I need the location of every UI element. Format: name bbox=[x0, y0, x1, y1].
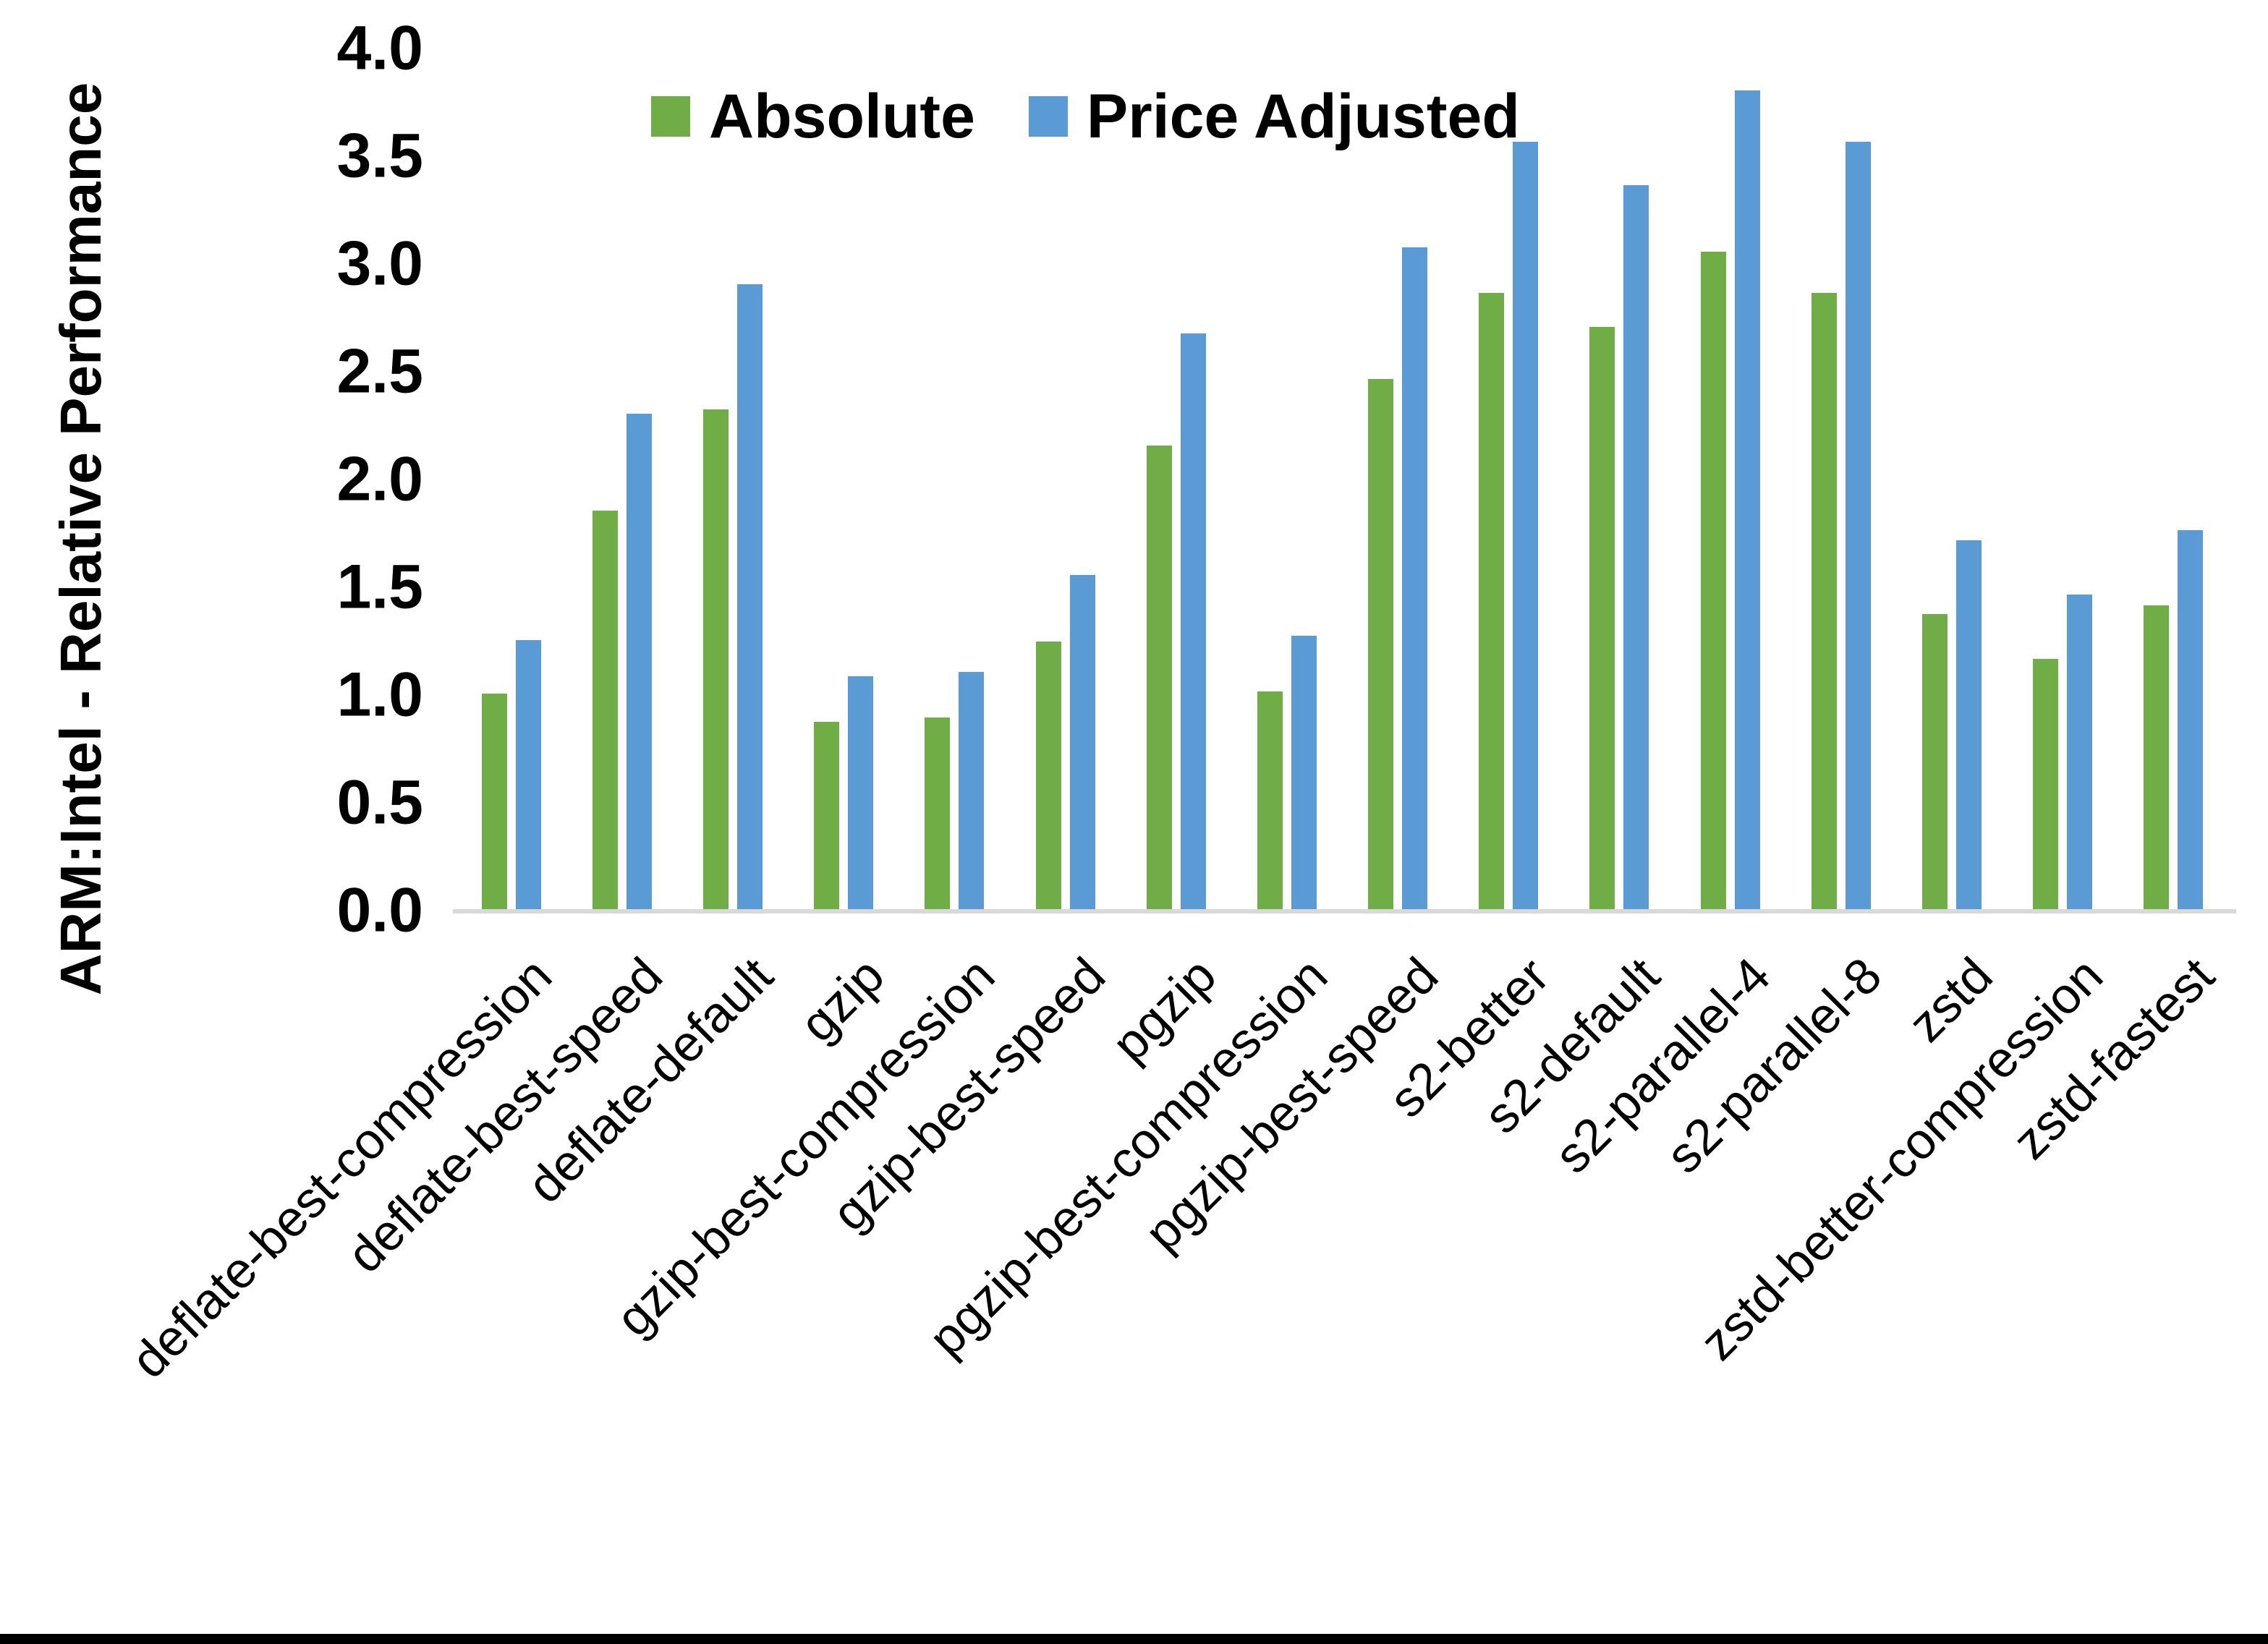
bar-group bbox=[2118, 49, 2229, 909]
bar-group bbox=[1564, 49, 1675, 909]
bar-absolute bbox=[2033, 659, 2059, 909]
bar-price-adjusted bbox=[1291, 635, 1317, 909]
bar-price-adjusted bbox=[736, 284, 763, 909]
bottom-border-bar bbox=[0, 1634, 2268, 1644]
y-axis-tick-label: 0.5 bbox=[336, 767, 423, 838]
bar-absolute bbox=[592, 510, 618, 909]
bar-price-adjusted bbox=[2178, 529, 2204, 909]
bar-group bbox=[1010, 49, 1121, 909]
x-axis-line bbox=[453, 909, 2236, 913]
bar-price-adjusted bbox=[959, 672, 985, 909]
y-axis-tick-label: 1.0 bbox=[336, 660, 423, 730]
bar-group bbox=[677, 49, 788, 909]
bar-group bbox=[789, 49, 899, 909]
y-axis-title: ARM:Intel - Relative Performance bbox=[48, 82, 113, 996]
y-axis-tick-label: 3.0 bbox=[336, 229, 423, 299]
legend-item-price-adjusted: Price Adjusted bbox=[1028, 82, 1520, 151]
legend-swatch-absolute bbox=[651, 96, 690, 137]
legend: Absolute Price Adjusted bbox=[651, 85, 1520, 148]
bar-absolute bbox=[702, 409, 729, 909]
bar-absolute bbox=[1035, 642, 1061, 909]
bar-price-adjusted bbox=[1956, 540, 1982, 909]
y-axis-tick-label: 4.0 bbox=[336, 13, 423, 83]
y-axis-tick-label: 1.5 bbox=[336, 552, 423, 622]
bar-absolute bbox=[1479, 292, 1505, 909]
bar-price-adjusted bbox=[2067, 594, 2093, 909]
bar-group bbox=[1231, 49, 1342, 909]
bar-absolute bbox=[1589, 327, 1615, 909]
legend-label-price-adjusted: Price Adjusted bbox=[1086, 82, 1520, 151]
bar-absolute bbox=[1922, 613, 1948, 909]
bar-group bbox=[1785, 49, 1896, 909]
bar-price-adjusted bbox=[1623, 184, 1649, 909]
bar-price-adjusted bbox=[626, 413, 652, 909]
bar-group bbox=[1343, 49, 1453, 909]
plot-area bbox=[456, 49, 2229, 909]
bar-group bbox=[1453, 49, 1564, 909]
bar-group bbox=[1675, 49, 1785, 909]
bar-absolute bbox=[1811, 292, 1837, 909]
bar-price-adjusted bbox=[1845, 142, 1871, 909]
bar-absolute bbox=[1146, 446, 1172, 909]
bar-group bbox=[1896, 49, 2007, 909]
legend-item-absolute: Absolute bbox=[651, 85, 975, 148]
y-axis-tick-label: 2.0 bbox=[336, 444, 423, 514]
bar-absolute bbox=[1700, 252, 1726, 909]
bar-absolute bbox=[481, 694, 507, 909]
bar-absolute bbox=[814, 721, 840, 909]
y-axis-tick-label: 2.5 bbox=[336, 336, 423, 406]
bar-price-adjusted bbox=[1069, 575, 1095, 909]
y-axis-tick-label: 3.5 bbox=[336, 121, 423, 191]
bar-absolute bbox=[1368, 378, 1394, 909]
bar-group bbox=[566, 49, 677, 909]
bar-group bbox=[899, 49, 1010, 909]
bar-absolute bbox=[1257, 691, 1283, 909]
bar-price-adjusted bbox=[848, 676, 874, 909]
bar-price-adjusted bbox=[1513, 142, 1539, 909]
bar-price-adjusted bbox=[1180, 333, 1206, 909]
legend-swatch-price-adjusted bbox=[1028, 96, 1068, 137]
legend-label-absolute: Absolute bbox=[709, 82, 975, 151]
bar-absolute bbox=[2144, 605, 2170, 909]
y-axis-tick-label: 0.0 bbox=[336, 875, 423, 945]
bar-price-adjusted bbox=[515, 639, 541, 909]
bar-absolute bbox=[925, 717, 951, 909]
bar-group bbox=[456, 49, 566, 909]
x-axis-category-label: deflate-best-compression bbox=[120, 947, 562, 1389]
bar-price-adjusted bbox=[1402, 247, 1428, 909]
bar-price-adjusted bbox=[1734, 90, 1760, 909]
bar-group bbox=[2008, 49, 2118, 909]
bar-group bbox=[1121, 49, 1231, 909]
